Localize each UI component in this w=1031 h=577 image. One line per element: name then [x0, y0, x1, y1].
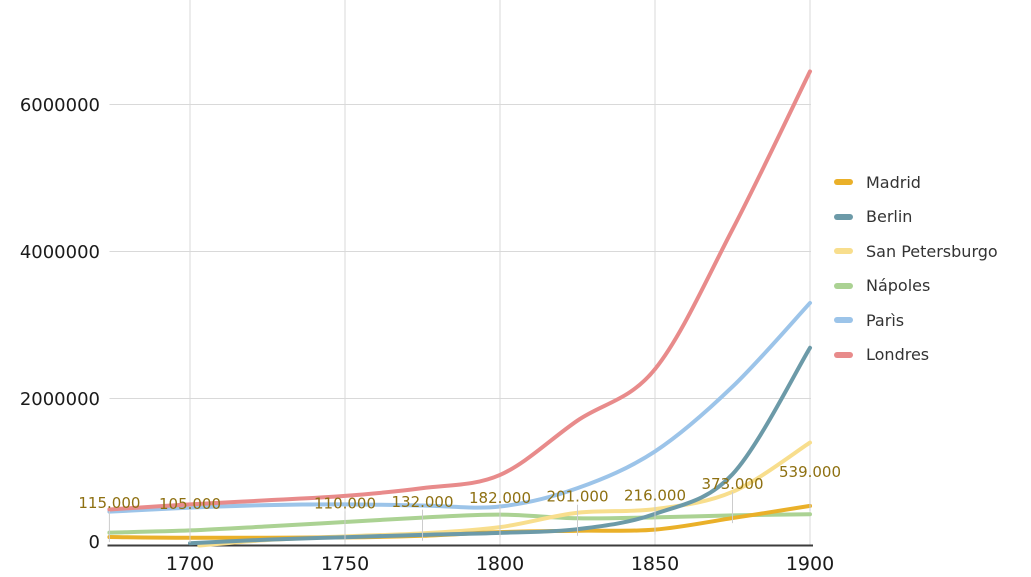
- legend-swatch-icon: [834, 317, 853, 324]
- legend-item-madrid: Madrid: [834, 165, 998, 200]
- gridlines: [109, 0, 811, 545]
- legend-label: Nápoles: [866, 276, 931, 296]
- legend-label: Madrid: [866, 172, 921, 192]
- x-tick-label: 1850: [631, 553, 679, 575]
- legend-swatch-icon: [834, 282, 853, 289]
- annotation-label: 182.000: [469, 489, 531, 507]
- series-line-berlin: [188, 345, 812, 546]
- x-tick-label: 1900: [786, 553, 834, 575]
- legend-item-napoles: Nápoles: [834, 269, 998, 304]
- legend-label: Londres: [866, 345, 930, 365]
- y-tick-label: 6000000: [20, 95, 100, 116]
- annotation-label: 373.000: [701, 475, 763, 493]
- x-tick-label: 1750: [321, 553, 369, 575]
- y-tick-label: 2000000: [20, 389, 100, 410]
- legend-swatch-icon: [834, 248, 853, 255]
- legend-label: Parìs: [866, 310, 905, 330]
- series-line-londres: [107, 69, 812, 512]
- annotation-label: 216.000: [624, 487, 686, 505]
- annotation-label: 105.000: [159, 495, 221, 513]
- annotation-label: 132.000: [391, 493, 453, 511]
- y-tick-label: 4000000: [20, 242, 100, 263]
- series-line-paris: [107, 300, 812, 514]
- legend-swatch-icon: [834, 351, 853, 358]
- annotation-label: 110.000: [314, 494, 376, 512]
- legend-swatch-icon: [834, 179, 853, 186]
- legend-label: Berlin: [866, 207, 913, 227]
- series-annotations: 115.000 105.000 110.000 132.000 182.000 201.0…: [78, 463, 841, 543]
- chart-legend: Madrid Berlin San Petersburgo Nápoles Parìs L…: [834, 165, 998, 372]
- series-line-napoles: [107, 512, 812, 535]
- legend-item-berlin: Berlin: [834, 200, 998, 235]
- legend-label: San Petersburgo: [866, 241, 998, 261]
- legend-item-londres: Londres: [834, 338, 998, 373]
- annotation-label: 539.000: [779, 463, 841, 481]
- legend-item-paris: Parìs: [834, 303, 998, 338]
- legend-swatch-icon: [834, 213, 853, 220]
- y-tick-label: 0: [89, 532, 100, 553]
- annotation-label: 201.000: [546, 488, 608, 506]
- legend-item-san-petersburgo: San Petersburgo: [834, 234, 998, 269]
- axis-labels: 0 2000000 4000000 6000000 1700 1750 1800 1850 19…: [20, 95, 834, 575]
- annotation-label: 115.000: [78, 494, 140, 512]
- x-tick-label: 1700: [166, 553, 214, 575]
- x-tick-label: 1800: [476, 553, 524, 575]
